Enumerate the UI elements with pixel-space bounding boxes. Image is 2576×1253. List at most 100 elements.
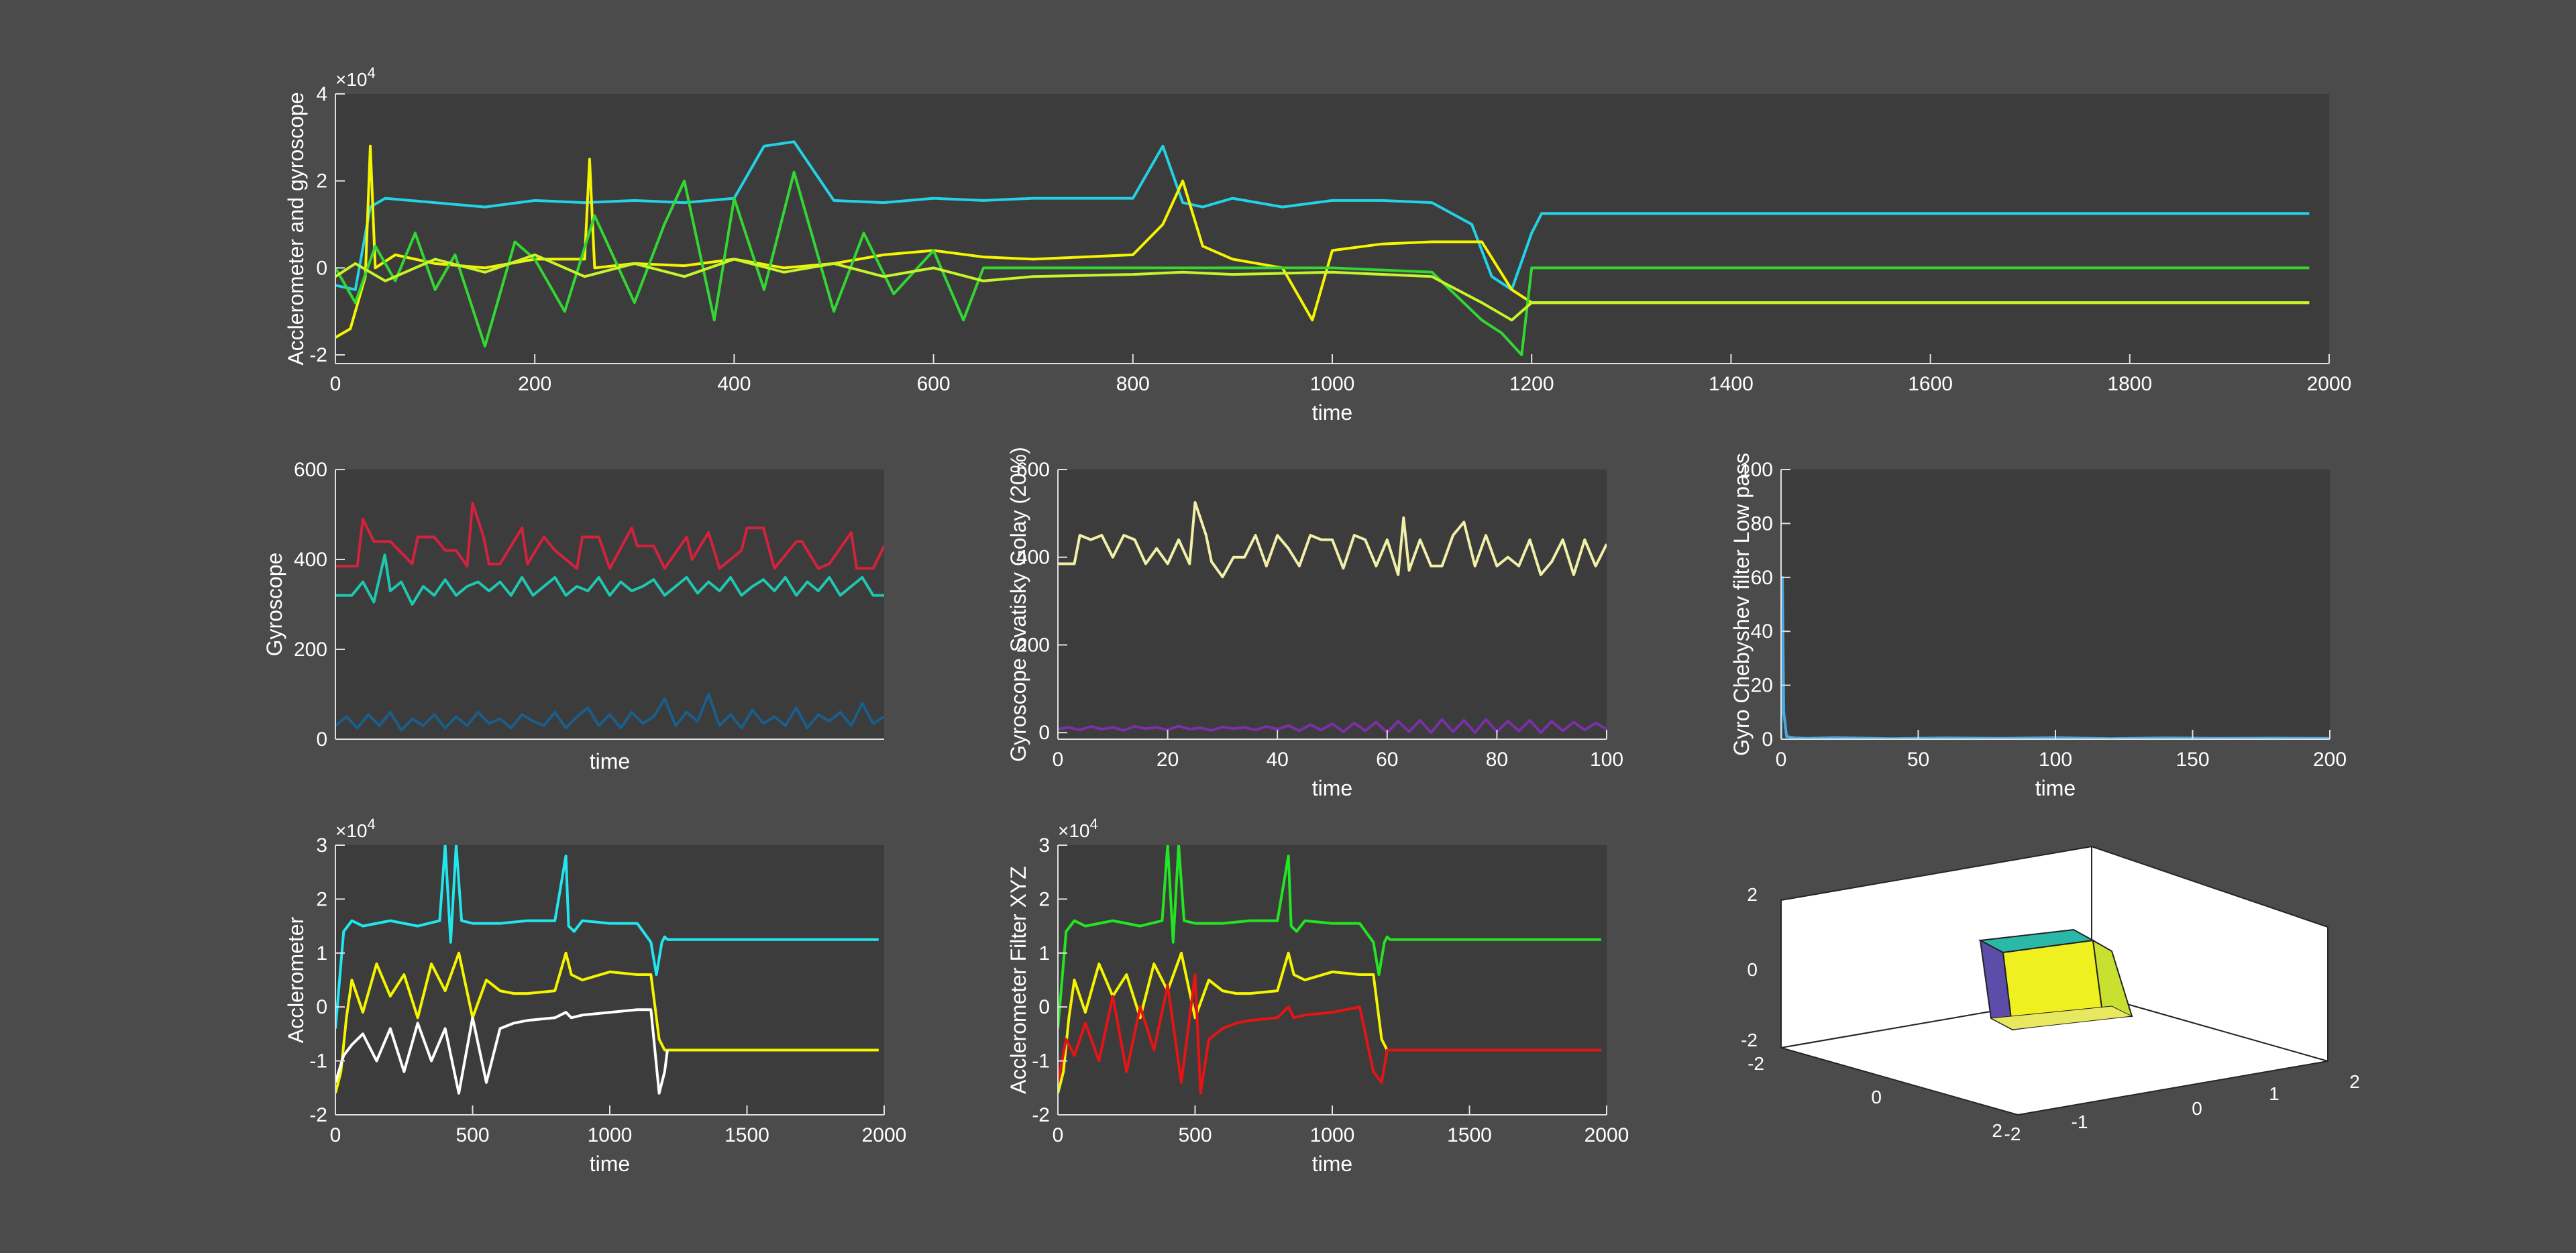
plot-area xyxy=(1781,470,2330,739)
chart-chebyshev: 0 50 100 150 200 0 20 40 60 80 100 time Gyro Chebysh… xyxy=(1729,453,2347,800)
y-tick-label: 600 xyxy=(1016,459,1050,481)
y-tick-label: -1 xyxy=(309,1050,327,1073)
x-tick-label: 200 xyxy=(2313,749,2347,771)
x-tick-label: 500 xyxy=(455,1124,489,1146)
exponent-power: 4 xyxy=(1090,816,1098,832)
y-tick-label: 4 xyxy=(316,83,327,105)
x-tick-label: 2000 xyxy=(2307,373,2352,395)
plot-area xyxy=(1058,845,1607,1115)
y-tick-label: 100 xyxy=(1739,459,1773,481)
x-tick-label: 0 xyxy=(330,1124,341,1146)
chart-accel-filter: 0 500 1000 1500 2000 -2 -1 0 1 2 3 ×104 time Acclerom… xyxy=(1006,816,1629,1176)
x-tick-label: 0 xyxy=(1053,1124,1064,1146)
y-axis-label: Acclerometer Filter XYZ xyxy=(1006,866,1030,1094)
y-tick-label: 60 xyxy=(1751,567,1773,589)
y-tick-label-3d: 2 xyxy=(1992,1120,2002,1141)
x-tick-label: 1000 xyxy=(588,1124,633,1146)
x-tick-label: 1000 xyxy=(1310,1124,1355,1146)
series-line-2 xyxy=(1058,718,1607,734)
y-tick-label: 400 xyxy=(1016,547,1050,569)
x-tick-label: 0 xyxy=(330,373,341,395)
z-tick-label: -2 xyxy=(1741,1030,1758,1050)
y-tick-label: 0 xyxy=(316,728,327,751)
x-tick-label: 500 xyxy=(1178,1124,1212,1146)
x-tick-label-3d: 2 xyxy=(2349,1071,2360,1092)
plot-area xyxy=(335,845,884,1115)
series-line-2 xyxy=(335,951,879,1094)
y-tick-label: 200 xyxy=(294,639,327,661)
x-tick-label: 600 xyxy=(917,373,951,395)
x-axis-label: time xyxy=(590,1152,630,1176)
y-axis-label: Acclerometer and gyroscope xyxy=(284,92,308,365)
x-tick-label: 100 xyxy=(2039,749,2072,771)
y-exponent-label: ×104 xyxy=(1058,816,1098,841)
series-line-1 xyxy=(1058,845,1601,1029)
y-tick-label: -2 xyxy=(1032,1104,1050,1126)
series-line-1 xyxy=(1058,501,1607,579)
z-tick-label: 0 xyxy=(1747,959,1758,980)
series-line-1 xyxy=(335,140,2310,291)
x-tick-label: 1600 xyxy=(1908,373,1953,395)
x-tick-label: 20 xyxy=(1157,749,1179,771)
y-tick-label: 200 xyxy=(1016,634,1050,656)
y-exponent-label: ×104 xyxy=(335,816,376,841)
exponent-power: 4 xyxy=(368,816,376,832)
series-line-2 xyxy=(1058,951,1601,1094)
y-tick-label: 80 xyxy=(1751,512,1773,535)
y-tick-label: 3 xyxy=(316,834,327,857)
x-axis-label: time xyxy=(590,749,630,773)
y-exponent-label: ×104 xyxy=(335,64,376,90)
x-tick-label: 40 xyxy=(1267,749,1289,771)
series-line-4 xyxy=(335,253,2310,322)
y-tick-label: 0 xyxy=(1762,728,1773,751)
x-axis-label: time xyxy=(1312,400,1352,425)
y-tick-label: 0 xyxy=(1038,996,1050,1018)
chart-3d-box: -2 0 2 2 0 -2 -2 -1 0 1 2 xyxy=(1741,845,2360,1144)
x-tick-label: 1500 xyxy=(1447,1124,1492,1146)
exponent-base: ×10 xyxy=(335,69,368,90)
chart-gyroscope: 0 200 400 600 time Gyroscope xyxy=(262,459,884,773)
x-tick-label: 200 xyxy=(518,373,551,395)
x-tick-label: 800 xyxy=(1116,373,1150,395)
box-bottom-face xyxy=(1990,1005,2133,1030)
x-tick-label: 400 xyxy=(717,373,751,395)
x-tick-label: 80 xyxy=(1486,749,1508,771)
y-axis-label: Gyroscope Svatisky Golay (20%) xyxy=(1006,447,1030,762)
y-tick-label: 2 xyxy=(316,888,327,910)
series-line-2 xyxy=(335,553,884,606)
x-tick-label: 2000 xyxy=(862,1124,907,1146)
x-tick-label: 1200 xyxy=(1509,373,1554,395)
exponent-base: ×10 xyxy=(335,820,368,841)
x-tick-label: 0 xyxy=(1776,749,1787,771)
x-tick-label: 60 xyxy=(1376,749,1398,771)
chart-sgolay: 0 20 40 60 80 100 0 200 400 600 time Gyroscope Svat… xyxy=(1006,447,1623,800)
y-tick-label: 0 xyxy=(1038,722,1050,744)
y-tick-label: 2 xyxy=(316,170,327,193)
chart-accel-gyro: 0 200 400 600 800 1000 1200 1400 1600 1800 2000-20… xyxy=(284,64,2351,425)
y-tick-label-3d: 0 xyxy=(1871,1087,1882,1107)
y-tick-label: -1 xyxy=(1032,1050,1050,1073)
y-tick-label: 0 xyxy=(316,996,327,1018)
x-tick-label-3d: -2 xyxy=(2004,1124,2021,1144)
y-tick-label: 2 xyxy=(1038,888,1050,910)
x-tick-label: 50 xyxy=(1907,749,1929,771)
y-tick-label-3d: -2 xyxy=(1748,1053,1764,1074)
y-tick-label: 40 xyxy=(1751,620,1773,643)
x-tick-label: 2000 xyxy=(1585,1124,1629,1146)
x-tick-label: 1000 xyxy=(1310,373,1355,395)
x-tick-label-3d: 0 xyxy=(2192,1098,2202,1119)
x-tick-label-3d: -1 xyxy=(2072,1111,2088,1132)
chart-accelerometer: 0 500 1000 1500 2000 -2 -1 0 1 2 3 ×104 time Acclerom… xyxy=(284,816,906,1176)
series-line-3 xyxy=(335,1008,669,1095)
x-tick-label: 1500 xyxy=(724,1124,769,1146)
x-tick-label-3d: 1 xyxy=(2269,1083,2279,1104)
y-tick-label: -2 xyxy=(309,1104,327,1126)
y-axis-label: Gyro Chebyshev filter Low pass xyxy=(1729,453,1754,756)
exponent-base: ×10 xyxy=(1058,820,1090,841)
x-axis-label: time xyxy=(1312,1152,1352,1176)
y-tick-label: 600 xyxy=(294,459,327,481)
y-axis-label: Acclerometer xyxy=(284,916,308,1043)
series-line-3 xyxy=(335,170,2310,356)
x-axis-label: time xyxy=(2035,776,2076,800)
